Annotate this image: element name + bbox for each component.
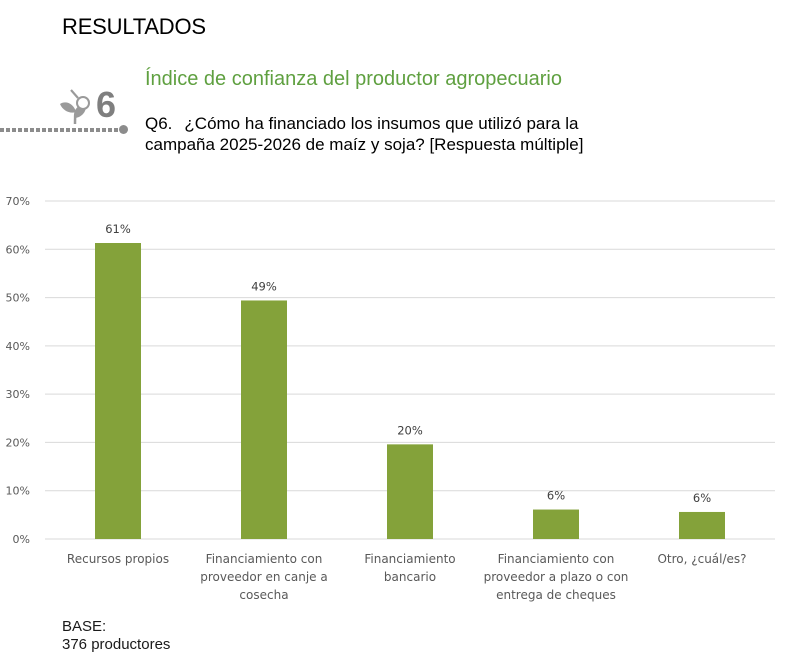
base-value: 376 productores — [62, 636, 171, 653]
plant-magnifier-icon — [60, 89, 90, 125]
category-label: Financiamiento con proveedor a plazo o co… — [484, 552, 629, 602]
data-label: 20% — [397, 423, 423, 437]
category-label-line: cosecha — [239, 588, 288, 602]
gridlines — [45, 200, 775, 540]
data-label: 61% — [105, 222, 131, 236]
y-tick-label: 50% — [6, 292, 30, 305]
bars — [95, 243, 725, 539]
category-label-line: Recursos propios — [67, 552, 169, 566]
category-label-line: entrega de cheques — [496, 588, 616, 602]
data-label: 49% — [251, 279, 277, 293]
base-note: BASE: 376 productores — [62, 618, 170, 654]
data-label: 6% — [547, 489, 565, 503]
category-label-line: Financiamiento con — [206, 552, 323, 566]
y-tick-label: 10% — [6, 485, 30, 498]
y-axis-ticks: 0% 10% 20% 30% 40% 50% 60% 70% — [6, 195, 30, 546]
chart-subtitle: Índice de confianza del productor agrope… — [145, 68, 562, 90]
category-label-line: proveedor a plazo o con — [484, 570, 629, 584]
bar — [95, 243, 141, 539]
section-heading: RESULTADOS — [62, 14, 206, 39]
category-label-line: Financiamiento con — [498, 552, 615, 566]
category-label-line: Otro, ¿cuál/es? — [657, 552, 746, 566]
base-label: BASE: — [62, 618, 107, 635]
category-label: Recursos propios — [67, 552, 169, 566]
y-tick-label: 60% — [6, 243, 30, 256]
question-line-1: ¿Cómo ha financiado los insumos que util… — [184, 114, 579, 133]
bar — [533, 509, 579, 539]
category-labels: Recursos propios Financiamiento con provee… — [67, 552, 747, 602]
badge-number: 6 — [96, 84, 117, 125]
category-label: Otro, ¿cuál/es? — [657, 552, 746, 566]
bar — [241, 300, 287, 539]
y-tick-label: 40% — [6, 340, 30, 353]
y-tick-label: 30% — [6, 388, 30, 401]
question-text: Q6. ¿Cómo ha financiado los insumos que u… — [145, 113, 705, 155]
y-tick-label: 70% — [6, 195, 30, 208]
bar — [387, 444, 433, 539]
bar-chart: 0% 10% 20% 30% 40% 50% 60% 70% 61% 49% 20% 6% 6% Re… — [6, 195, 775, 602]
dotted-divider — [0, 128, 122, 132]
data-labels: 61% 49% 20% 6% 6% — [105, 222, 711, 505]
data-label: 6% — [693, 491, 711, 505]
category-label-line: proveedor en canje a — [200, 570, 327, 584]
question-number: Q6. — [145, 114, 173, 133]
category-label: Financiamiento con proveedor en canje a co… — [200, 552, 327, 602]
y-tick-label: 20% — [6, 436, 30, 449]
category-label-line: Financiamiento — [364, 552, 455, 566]
divider-end-dot — [119, 125, 128, 134]
question-line-2: campaña 2025-2026 de maíz y soja? [Respu… — [145, 135, 584, 154]
y-tick-label: 0% — [13, 533, 30, 546]
category-label: Financiamiento bancario — [364, 552, 455, 584]
category-label-line: bancario — [384, 570, 436, 584]
bar — [679, 511, 725, 539]
